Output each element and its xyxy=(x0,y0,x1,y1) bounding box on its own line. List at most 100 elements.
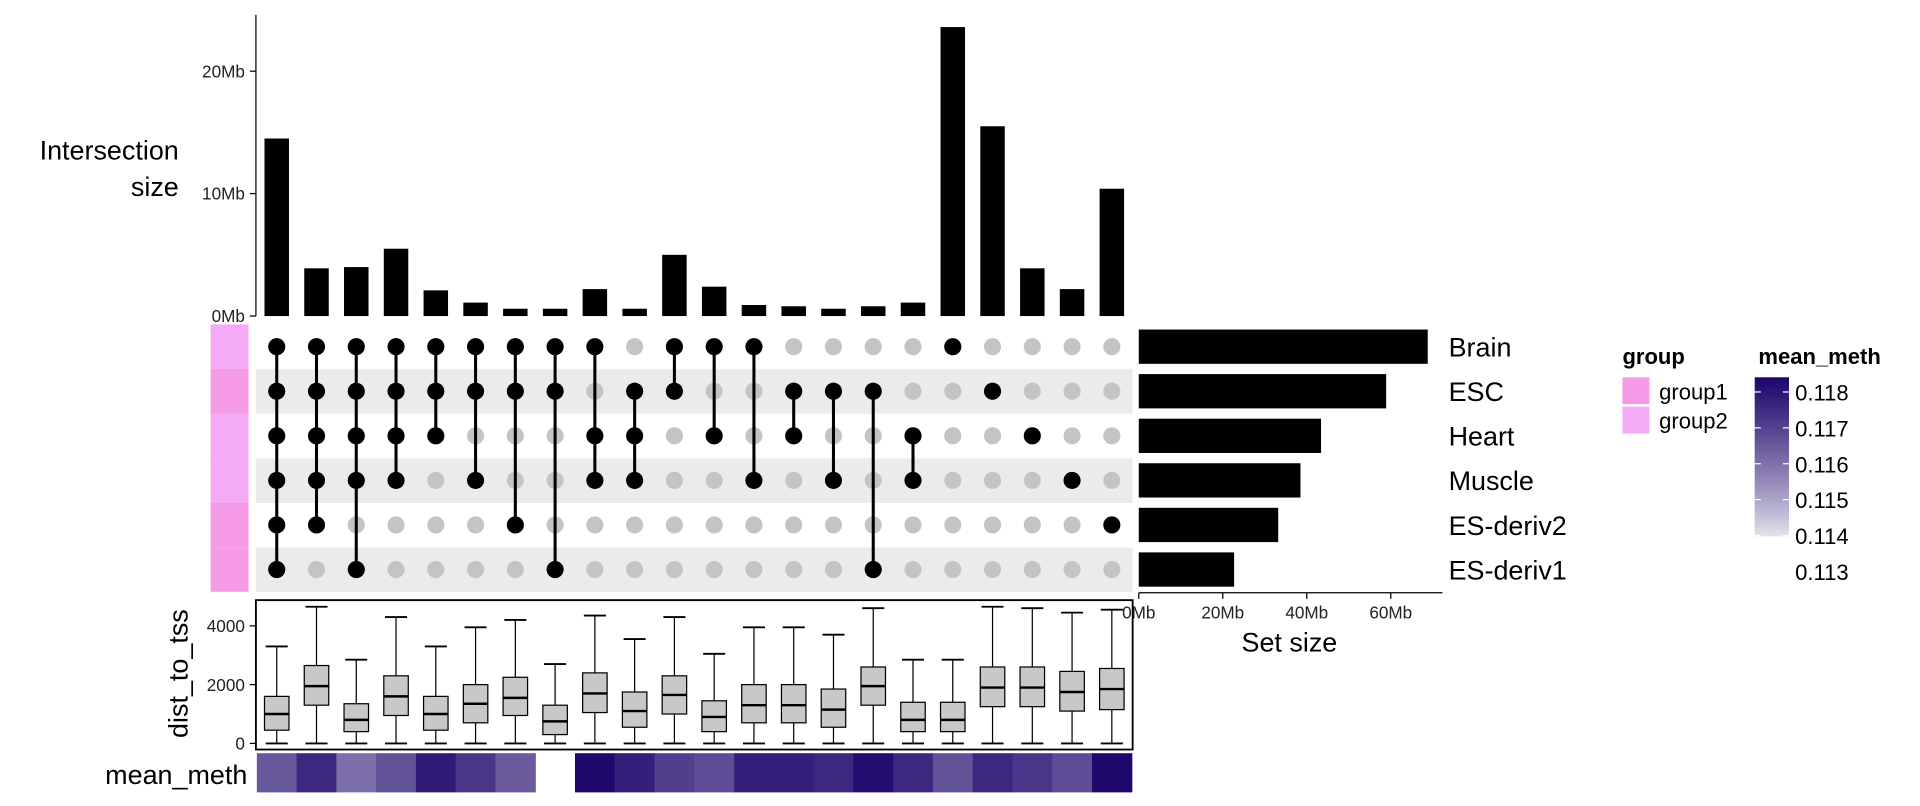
matrix-dot-active xyxy=(983,382,1002,400)
heatmap-cell xyxy=(296,753,337,793)
colorbar xyxy=(1754,377,1789,537)
group2-swatch xyxy=(1622,406,1650,434)
intersection-bar xyxy=(1059,289,1085,317)
set-name-label: Muscle xyxy=(1449,466,1534,496)
boxplot-box xyxy=(939,701,966,733)
colorbar-tick-label: 0.117 xyxy=(1795,416,1849,441)
matrix-dot-inactive xyxy=(785,338,803,356)
matrix-dot-inactive xyxy=(944,471,962,489)
heatmap-cell xyxy=(932,753,974,793)
x-tick-label: 60Mb xyxy=(1369,603,1412,623)
matrix-dot-inactive xyxy=(586,516,604,534)
group-color-cell xyxy=(210,502,249,548)
matrix-dot-inactive xyxy=(1063,427,1081,445)
intersection-bar xyxy=(463,302,488,317)
intersection-bar xyxy=(741,305,767,317)
intersection-bar xyxy=(582,289,608,317)
matrix-dot-active xyxy=(944,338,962,356)
colorbar-tick-label: 0.118 xyxy=(1795,381,1849,406)
set-size-bar xyxy=(1138,507,1279,543)
mean-meth-colorbar-legend: mean_meth 0.118 0.117 0.116 0.115 0.114 0.113 xyxy=(1754,344,1881,585)
matrix-dot-active xyxy=(904,427,922,445)
intersection-bar xyxy=(503,308,528,317)
matrix-dot-inactive xyxy=(1063,516,1081,534)
colorbar-tick-label: 0.114 xyxy=(1795,524,1849,549)
matrix-dot-inactive xyxy=(1063,560,1081,579)
matrix-dot-inactive xyxy=(466,560,485,579)
matrix-panel xyxy=(210,324,1133,593)
boxplot-box xyxy=(741,684,767,724)
boxplot-box xyxy=(820,688,847,728)
matrix-dot-inactive xyxy=(427,471,445,489)
group-color-cell xyxy=(210,547,249,592)
intersection-bar xyxy=(701,286,727,317)
colorbar-title: mean_meth xyxy=(1758,344,1880,369)
matrix-dot-inactive xyxy=(824,338,843,356)
matrix-dot-active xyxy=(347,560,365,579)
matrix-row-stripe xyxy=(255,547,1133,593)
heatmap-cell xyxy=(1012,753,1053,793)
matrix-dot-inactive xyxy=(824,516,843,534)
matrix-dot-inactive xyxy=(586,560,604,579)
set-size-bar xyxy=(1138,329,1428,364)
heatmap-cell xyxy=(893,753,934,793)
matrix-dot-inactive xyxy=(506,560,524,579)
colorbar-tick-label: 0.113 xyxy=(1795,560,1849,585)
matrix-dot-inactive xyxy=(1023,560,1041,579)
y-tick-label: 2000 xyxy=(207,675,245,695)
intersection-bar xyxy=(662,254,687,317)
matrix-dot-inactive xyxy=(626,516,644,534)
x-tick-label: 40Mb xyxy=(1285,603,1328,623)
matrix-dot-inactive xyxy=(904,560,922,579)
matrix-dot-inactive xyxy=(745,560,763,579)
intersection-bar xyxy=(344,267,369,317)
heatmap-cell xyxy=(336,753,377,793)
matrix-dot-inactive xyxy=(1023,338,1041,356)
matrix-dot-inactive xyxy=(705,560,723,579)
y-tick-label: 0Mb xyxy=(212,306,245,326)
group-color-cell xyxy=(210,368,249,414)
x-tick-label: 0Mb xyxy=(1122,603,1155,623)
matrix-row-stripe xyxy=(255,458,1133,503)
y-tick-label: 4000 xyxy=(207,616,245,636)
intersection-bar xyxy=(622,308,647,317)
intersection-bar xyxy=(860,306,886,317)
intersection-bar xyxy=(423,290,449,317)
intersection-bar xyxy=(900,302,926,317)
heatmap-cell xyxy=(614,753,656,793)
set-size-bar xyxy=(1138,418,1322,453)
matrix-dot-inactive xyxy=(983,427,1002,445)
matrix-dot-inactive xyxy=(1023,471,1041,489)
boxplot-box xyxy=(621,691,648,728)
matrix-row-stripe xyxy=(255,369,1133,414)
matrix-dot-inactive xyxy=(944,516,962,534)
matrix-dot-active xyxy=(268,560,286,579)
intersection-bar xyxy=(1020,268,1045,317)
matrix-dot-active xyxy=(864,560,882,579)
boxplot-box xyxy=(542,704,568,736)
heatmap-cell xyxy=(853,753,894,793)
matrix-dot-inactive xyxy=(944,427,962,445)
y-tick-label: 10Mb xyxy=(202,184,245,204)
group-legend: group group1 group2 xyxy=(1622,344,1728,434)
matrix-dot-inactive xyxy=(705,471,723,489)
heatmap-cell xyxy=(972,753,1014,793)
heatmap-cell xyxy=(415,753,457,793)
matrix-dot-inactive xyxy=(626,560,644,579)
set-size-axis-label: Set size xyxy=(1242,628,1338,658)
matrix-dot-inactive xyxy=(427,560,445,579)
matrix-dot-inactive xyxy=(1103,427,1121,445)
boxplot-box xyxy=(343,703,370,733)
colorbar-tick-label: 0.116 xyxy=(1795,452,1849,477)
matrix-dot-inactive xyxy=(1063,338,1081,356)
colorbar-tick-label: 0.115 xyxy=(1795,488,1849,513)
group1-label: group1 xyxy=(1659,379,1728,404)
y-tick-label: 20Mb xyxy=(202,61,245,81)
matrix-dot-inactive xyxy=(864,338,882,356)
matrix-dot-inactive xyxy=(626,338,644,356)
matrix-dot-inactive xyxy=(665,516,683,534)
intersection-axis-label-line1: Intersection xyxy=(40,135,179,165)
set-size-panel: Brain ESC Heart Muscle ES-deriv2 ES-deriv1 0Mb… xyxy=(1122,329,1567,623)
matrix-dot-active xyxy=(506,516,524,534)
matrix-dot-inactive xyxy=(1103,382,1121,400)
